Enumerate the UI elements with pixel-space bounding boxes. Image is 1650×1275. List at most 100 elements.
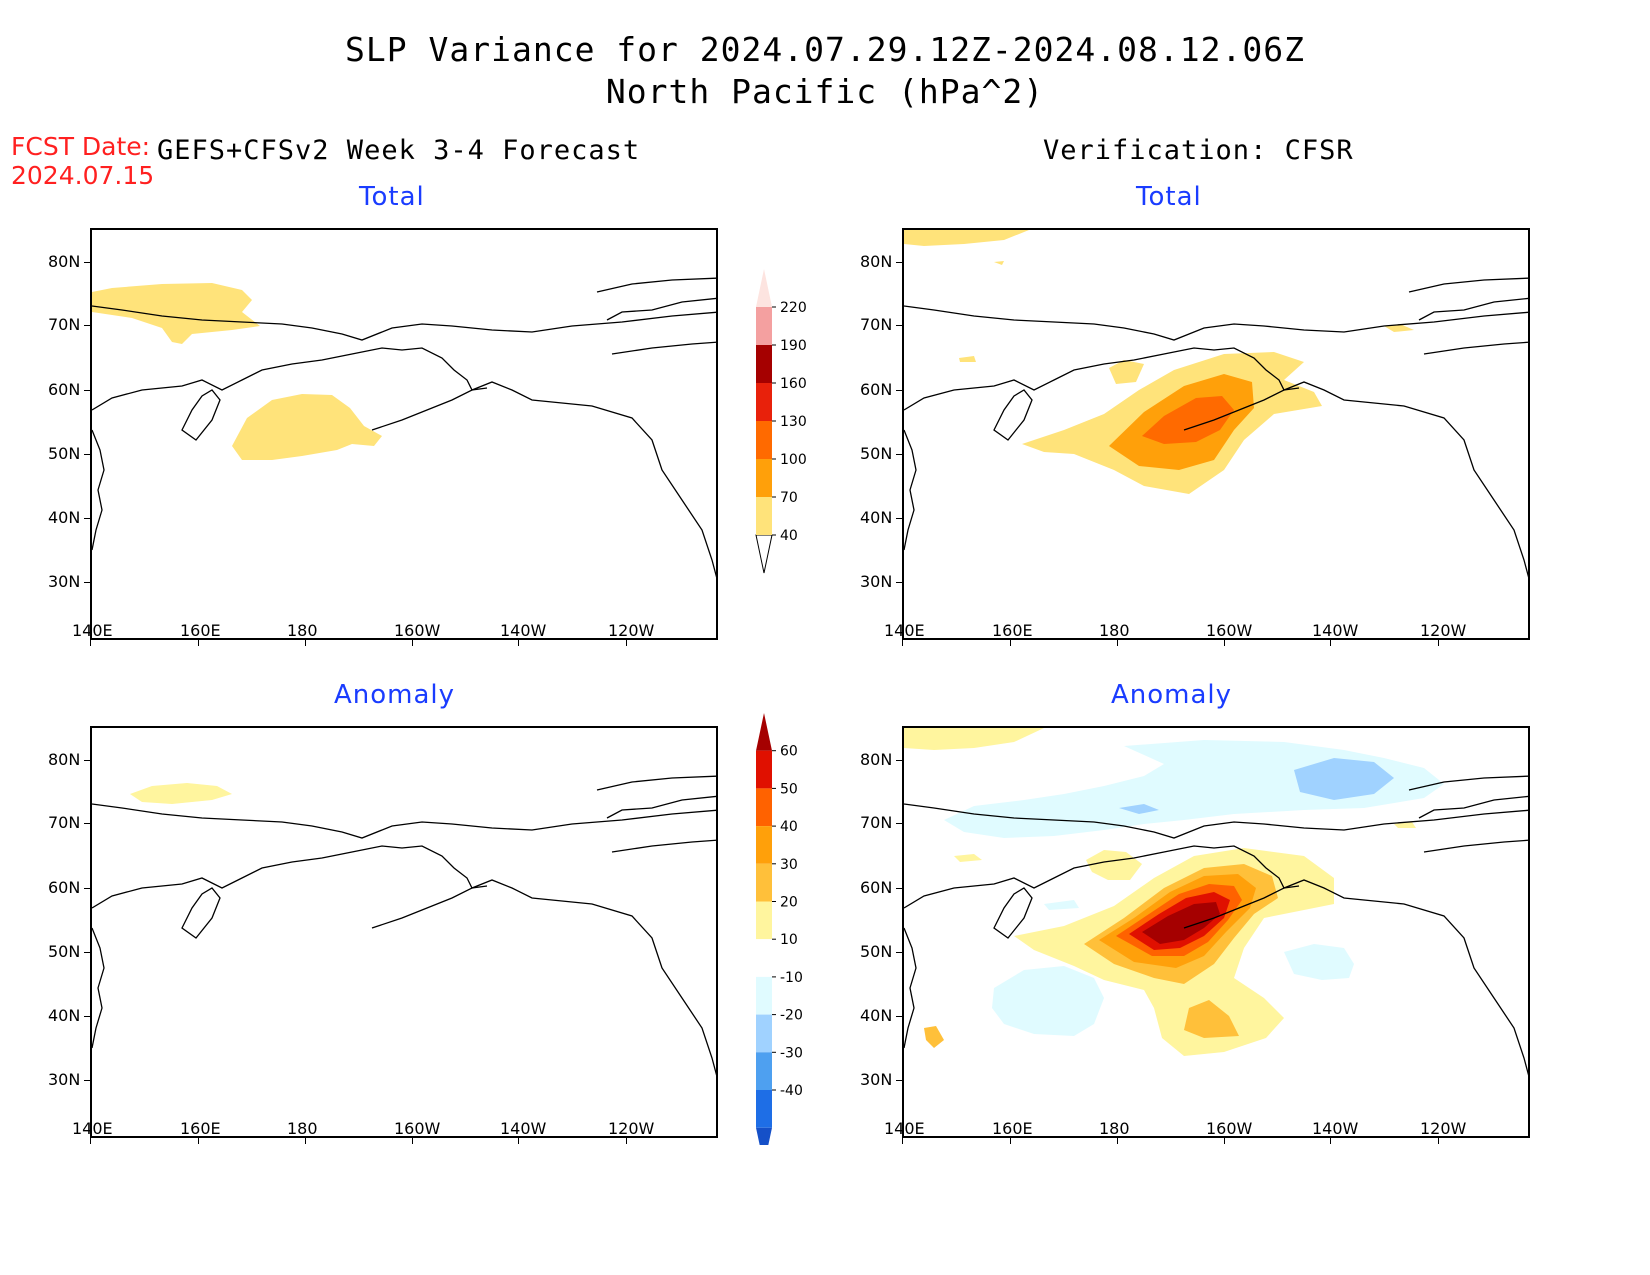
- y-tick-mark: [896, 760, 902, 761]
- colorbar-level-label: 50: [780, 781, 798, 797]
- coastline-segment: [1418, 297, 1528, 321]
- verif-anom-pos-60: [1142, 902, 1220, 944]
- x-tick-label: 180: [287, 621, 318, 640]
- y-tick-label: 60N: [860, 878, 893, 897]
- x-tick-label: 160W: [1206, 621, 1253, 640]
- forecast-total-map: [90, 228, 718, 640]
- y-tick-mark: [896, 325, 902, 326]
- coastline-segment: [371, 387, 488, 431]
- y-tick-label: 30N: [48, 1070, 81, 1089]
- y-tick-label: 30N: [860, 1070, 893, 1089]
- verification-total-map: [902, 228, 1530, 640]
- y-tick-mark: [84, 262, 90, 263]
- y-tick-label: 80N: [860, 750, 893, 769]
- x-tick-label: 140W: [1312, 621, 1359, 640]
- x-tick-label: 160E: [180, 621, 221, 640]
- x-tick-label: 140E: [72, 1119, 113, 1138]
- fcst-total-contour-bering: [232, 394, 382, 460]
- colorbar-box: [756, 976, 772, 1015]
- y-tick-mark: [896, 1080, 902, 1081]
- verif-total-contour-arctic: [904, 230, 1029, 246]
- verif-anom-pos-small2: [1394, 822, 1416, 828]
- right-column-header: Verification: CFSR: [1043, 135, 1354, 166]
- verif-total-contour-100: [1142, 396, 1234, 444]
- y-tick-label: 60N: [48, 878, 81, 897]
- x-tick-label: 160E: [180, 1119, 221, 1138]
- y-tick-label: 60N: [860, 380, 893, 399]
- colorbar-level-label: 10: [780, 932, 798, 948]
- coastline-segment: [596, 277, 716, 293]
- y-tick-label: 30N: [860, 572, 893, 591]
- x-tick-label: 180: [1099, 1119, 1130, 1138]
- colorbar-box: [756, 459, 772, 497]
- y-tick-mark: [84, 390, 90, 391]
- y-tick-label: 50N: [48, 942, 81, 961]
- colorbar-box: [756, 1052, 772, 1090]
- verif-total-contour-small3: [959, 356, 976, 362]
- verification-anomaly-title: Anomaly: [1111, 680, 1233, 710]
- coastline-segment: [92, 347, 716, 578]
- forecast-anomaly-svg: [92, 775, 716, 1076]
- y-tick-mark: [896, 390, 902, 391]
- y-tick-label: 50N: [860, 942, 893, 961]
- colorbar-level-label: 130: [780, 414, 807, 430]
- x-tick-mark: [1010, 1138, 1011, 1144]
- x-tick-label: 120W: [1420, 621, 1467, 640]
- x-tick-mark: [198, 640, 199, 646]
- x-tick-mark: [1010, 640, 1011, 646]
- colorbar-level-label: 40: [780, 528, 798, 544]
- colorbar-level-label: 40: [780, 819, 798, 835]
- y-tick-mark: [84, 1080, 90, 1081]
- colorbar-box: [756, 345, 772, 383]
- y-tick-mark: [896, 952, 902, 953]
- x-tick-label: 140E: [884, 621, 925, 640]
- coastline-segment: [1423, 839, 1528, 853]
- verif-anom-neg20-arctic: [1294, 758, 1394, 800]
- x-tick-mark: [1224, 1138, 1225, 1144]
- x-tick-label: 120W: [608, 621, 655, 640]
- y-tick-label: 40N: [48, 1006, 81, 1025]
- x-tick-mark: [518, 1138, 519, 1144]
- coastline-segment: [92, 845, 716, 1076]
- coastline-segment: [904, 429, 917, 551]
- y-tick-mark: [896, 823, 902, 824]
- y-tick-mark: [896, 518, 902, 519]
- x-tick-label: 140W: [1312, 1119, 1359, 1138]
- x-tick-mark: [1330, 1138, 1331, 1144]
- x-tick-mark: [198, 1138, 199, 1144]
- coastline-segment: [1418, 795, 1528, 819]
- coastline-segment: [904, 845, 1528, 1076]
- x-tick-label: 140E: [884, 1119, 925, 1138]
- verif-anom-neg-west: [992, 966, 1104, 1036]
- colorbar-level-label: -40: [780, 1083, 803, 1099]
- x-tick-mark: [305, 1138, 306, 1144]
- fcst-date-value: 2024.07.15: [11, 161, 155, 190]
- x-tick-label: 160W: [1206, 1119, 1253, 1138]
- x-tick-mark: [305, 640, 306, 646]
- y-tick-mark: [84, 952, 90, 953]
- colorbar-box: [756, 750, 772, 789]
- coastline-segment: [92, 803, 716, 839]
- x-tick-label: 120W: [608, 1119, 655, 1138]
- verification-anomaly-map: [902, 726, 1530, 1138]
- colorbar-box: [756, 901, 772, 940]
- forecast-anomaly-title: Anomaly: [334, 680, 456, 710]
- left-column-header: GEFS+CFSv2 Week 3-4 Forecast: [157, 135, 641, 166]
- colorbar-level-label: -30: [780, 1045, 803, 1061]
- coastline-segment: [92, 429, 105, 551]
- colorbar-level-label: -20: [780, 1008, 803, 1024]
- verif-anom-pos-arctic: [904, 728, 1044, 750]
- x-tick-label: 140W: [500, 1119, 547, 1138]
- verification-total-title: Total: [1136, 182, 1202, 212]
- x-tick-mark: [626, 1138, 627, 1144]
- verif-anom-pos-20-south: [1184, 1000, 1239, 1038]
- colorbar-top-triangle: [756, 713, 772, 751]
- fcst-date-label: FCST Date:: [11, 132, 151, 161]
- x-tick-mark: [902, 640, 903, 646]
- colorbar-level-label: -10: [780, 970, 803, 986]
- fcst-anom-contour-10: [130, 783, 232, 804]
- x-tick-mark: [1438, 1138, 1439, 1144]
- x-tick-mark: [1117, 1138, 1118, 1144]
- colorbar-level-label: 100: [780, 452, 807, 468]
- coastline-segment: [993, 389, 1033, 441]
